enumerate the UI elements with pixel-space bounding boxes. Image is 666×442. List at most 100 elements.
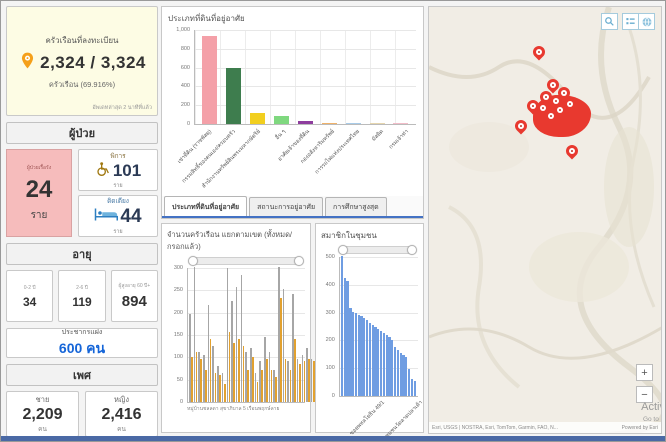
district-bar-pair[interactable]	[292, 294, 296, 402]
district-filled-bar	[252, 357, 254, 402]
community-bar[interactable]	[368, 323, 372, 396]
community-bar[interactable]	[365, 320, 369, 396]
community-bar[interactable]	[396, 350, 400, 396]
community-bar[interactable]	[360, 316, 363, 396]
district-bar-pair[interactable]	[254, 373, 259, 402]
district-bar-pair[interactable]	[193, 267, 198, 402]
female-card: หญิง 2,416 คน	[85, 391, 158, 437]
community-bar[interactable]	[410, 379, 414, 396]
gridline	[188, 290, 305, 291]
y-axis-tick: 0	[186, 121, 190, 127]
community-bar[interactable]	[391, 340, 394, 396]
district-bar-pair[interactable]	[301, 355, 306, 402]
district-bar-pair[interactable]	[296, 359, 301, 402]
land-type-bar[interactable]	[250, 113, 266, 124]
community-bar[interactable]	[349, 308, 352, 396]
age-label: 2-6 ปี	[76, 284, 88, 291]
community-bar[interactable]	[374, 327, 377, 396]
land-type-bar[interactable]	[393, 123, 409, 124]
households-range-slider[interactable]	[188, 256, 304, 266]
community-bar[interactable]	[346, 281, 349, 396]
community-bar[interactable]	[382, 333, 386, 396]
district-bar-pair[interactable]	[207, 305, 212, 402]
community-bar[interactable]	[340, 256, 344, 396]
community-bar[interactable]	[402, 355, 405, 396]
district-bar-pair[interactable]	[259, 361, 263, 402]
slider-handle-right[interactable]	[407, 245, 417, 255]
map-basemap-button[interactable]	[638, 13, 655, 30]
community-bar[interactable]	[352, 312, 355, 396]
map-search-button[interactable]	[601, 13, 618, 30]
land-type-bar[interactable]	[369, 123, 385, 124]
community-bar[interactable]	[343, 278, 346, 396]
community-bar[interactable]	[393, 347, 397, 396]
gender-section-header[interactable]: เพศ	[6, 364, 158, 386]
district-total-bar	[287, 361, 290, 402]
land-type-bar[interactable]	[274, 116, 290, 124]
community-bar[interactable]	[388, 337, 391, 396]
patients-section-header[interactable]: ผู้ป่วย	[6, 122, 158, 144]
community-bar[interactable]	[363, 318, 366, 396]
tab-land-type[interactable]: ประเภทที่ดินที่อยู่อาศัย	[164, 196, 248, 216]
land-type-bar[interactable]	[345, 123, 361, 124]
map-legend-button[interactable]	[622, 13, 639, 30]
households-plot	[187, 267, 329, 403]
district-total-bar	[264, 337, 266, 402]
registered-households-card: ครัวเรือนที่ลงทะเบียน 2,324 / 3,324 ครัว…	[6, 6, 158, 116]
community-bar[interactable]	[413, 381, 416, 396]
zoom-out-button[interactable]: −	[636, 386, 653, 403]
district-bar-pair[interactable]	[264, 337, 268, 402]
district-bar-pair[interactable]	[189, 314, 193, 402]
community-bar[interactable]	[407, 369, 411, 396]
district-filled-bar	[266, 359, 268, 402]
district-bar-pair[interactable]	[221, 373, 226, 402]
land-type-bar[interactable]	[321, 123, 337, 124]
zoom-in-button[interactable]: +	[636, 364, 653, 381]
slider-handle-left[interactable]	[338, 245, 348, 255]
district-bar-pair[interactable]	[273, 370, 278, 402]
community-bar[interactable]	[399, 353, 402, 396]
district-bar-pair[interactable]	[278, 267, 282, 402]
patient-card-label: ผู้ป่วยเรื้อรัง	[26, 164, 52, 171]
district-bar-pair[interactable]	[268, 352, 273, 402]
land-type-chart-title: ประเภทที่ดินที่อยู่อาศัย	[168, 14, 245, 23]
district-bar-pair[interactable]	[203, 355, 207, 402]
map-attribution-bar: Esri, USGS | NOSTRA, Esri, TomTom, Garmi…	[429, 422, 661, 433]
district-bar-pair[interactable]	[306, 348, 310, 402]
slider-handle-right[interactable]	[294, 256, 304, 266]
district-total-bar	[212, 346, 215, 402]
community-bar[interactable]	[371, 325, 374, 396]
district-bar-pair[interactable]	[235, 287, 240, 402]
district-bar-pair[interactable]	[245, 352, 249, 402]
slider-handle-left[interactable]	[188, 256, 198, 266]
disabled-card: พิการ 101 ราย	[78, 149, 158, 191]
community-bar[interactable]	[377, 329, 380, 396]
district-bar-pair[interactable]	[282, 289, 287, 402]
community-bar[interactable]	[357, 315, 360, 396]
gridline	[339, 285, 418, 286]
map-panel[interactable]: + − Activ Go to S Esri, USGS | NOSTRA, E…	[428, 6, 662, 434]
district-bar-pair[interactable]	[231, 301, 235, 402]
district-bar-pair[interactable]	[287, 361, 292, 402]
community-bar[interactable]	[385, 335, 388, 396]
land-type-bar[interactable]	[226, 68, 242, 124]
community-range-slider[interactable]	[338, 245, 417, 255]
gridline	[188, 268, 305, 269]
community-bar[interactable]	[354, 313, 358, 396]
community-bar[interactable]	[379, 331, 383, 396]
age-section-header[interactable]: อายุ	[6, 243, 158, 265]
district-bar-pair[interactable]	[198, 352, 203, 402]
district-bar-pair[interactable]	[212, 346, 217, 402]
district-bar-pair[interactable]	[249, 348, 254, 402]
tab-highest-education[interactable]: การศึกษาสูงสุด	[325, 197, 387, 216]
terrain-texture	[429, 7, 661, 433]
tab-residence-status[interactable]: สถานะการอยู่อาศัย	[249, 197, 324, 216]
district-bar-pair[interactable]	[240, 275, 245, 402]
district-bar-pair[interactable]	[310, 359, 315, 402]
land-type-bar[interactable]	[202, 36, 218, 124]
community-bar[interactable]	[405, 357, 408, 396]
land-type-bar[interactable]	[297, 121, 313, 124]
district-filled-bar	[223, 384, 226, 402]
district-bar-pair[interactable]	[217, 366, 221, 402]
district-bar-pair[interactable]	[226, 268, 231, 402]
